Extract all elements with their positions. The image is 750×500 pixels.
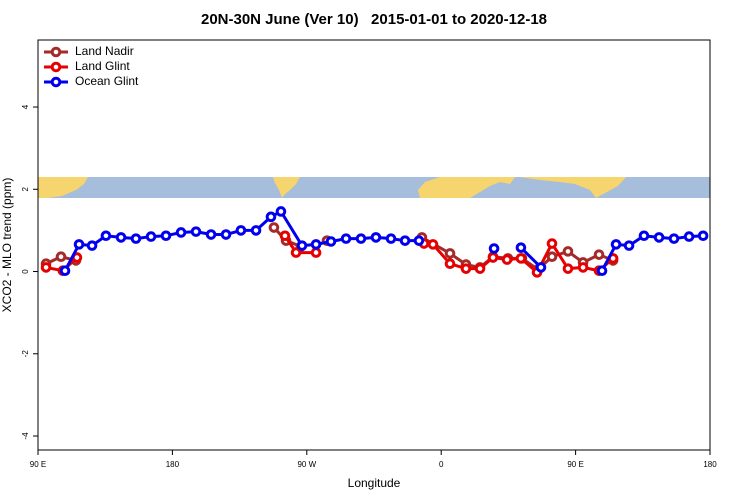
data-point bbox=[355, 233, 367, 244]
data-point bbox=[427, 239, 439, 250]
data-point bbox=[296, 240, 308, 251]
data-point bbox=[115, 232, 127, 243]
data-point bbox=[86, 240, 98, 251]
y-tick-label: -2 bbox=[21, 350, 30, 358]
chart-title: 20N-30N June (Ver 10) 2015-01-01 to 2020… bbox=[201, 11, 547, 28]
data-point bbox=[488, 243, 500, 254]
data-point bbox=[40, 262, 52, 273]
legend-marker bbox=[50, 76, 62, 88]
data-point bbox=[515, 253, 527, 264]
x-tick-label: 90 E bbox=[30, 460, 46, 469]
data-point bbox=[546, 238, 558, 249]
data-point bbox=[460, 263, 472, 274]
data-point bbox=[55, 251, 67, 263]
legend-label: Land Glint bbox=[75, 59, 130, 73]
data-point bbox=[385, 233, 397, 244]
map-strip bbox=[38, 177, 710, 198]
data-point bbox=[279, 230, 291, 242]
land bbox=[520, 177, 626, 198]
data-point bbox=[310, 247, 322, 258]
data-point bbox=[562, 263, 574, 274]
data-point bbox=[59, 265, 71, 277]
data-point bbox=[697, 230, 709, 242]
data-point bbox=[562, 246, 574, 257]
data-point bbox=[474, 263, 486, 274]
data-point bbox=[668, 233, 680, 244]
legend-marker bbox=[50, 61, 62, 73]
data-point bbox=[220, 229, 232, 240]
data-point bbox=[546, 251, 558, 263]
data-point bbox=[683, 231, 695, 242]
data-point bbox=[444, 248, 456, 259]
data-point bbox=[325, 236, 337, 247]
y-tick-label: 2 bbox=[21, 187, 30, 192]
x-tick-label: 180 bbox=[703, 460, 717, 469]
data-point bbox=[638, 230, 650, 242]
data-point bbox=[265, 211, 277, 223]
data-point bbox=[73, 239, 85, 250]
legend-label: Land Nadir bbox=[75, 44, 134, 58]
series-line bbox=[63, 209, 704, 272]
data-point bbox=[413, 235, 425, 246]
x-tick-label: 90 E bbox=[567, 460, 583, 469]
data-point bbox=[487, 252, 499, 263]
data-point bbox=[130, 233, 142, 244]
data-point bbox=[444, 258, 456, 270]
y-axis-label: XCO2 - MLO trend (ppm) bbox=[0, 178, 14, 313]
data-point bbox=[535, 262, 547, 273]
data-point bbox=[310, 239, 322, 250]
data-point bbox=[577, 262, 589, 273]
data-point bbox=[340, 233, 352, 244]
data-point bbox=[623, 240, 635, 251]
data-point bbox=[205, 229, 217, 240]
data-point bbox=[160, 230, 172, 242]
data-point bbox=[235, 225, 247, 236]
data-point bbox=[610, 239, 622, 250]
data-point bbox=[593, 249, 605, 260]
data-point bbox=[399, 235, 411, 246]
y-tick-label: -4 bbox=[21, 432, 30, 440]
legend-label: Ocean Glint bbox=[75, 74, 139, 88]
x-tick-label: 90 W bbox=[297, 460, 316, 469]
plot-frame bbox=[37, 39, 711, 451]
legend-marker bbox=[50, 46, 62, 58]
x-axis-label: Longitude bbox=[348, 476, 401, 490]
land bbox=[38, 177, 88, 198]
data-point bbox=[501, 254, 513, 265]
data-point bbox=[653, 232, 665, 243]
data-point bbox=[290, 247, 302, 258]
y-tick-label: 4 bbox=[21, 104, 30, 109]
data-point bbox=[596, 265, 608, 277]
data-point bbox=[275, 206, 287, 217]
data-point bbox=[100, 230, 112, 242]
x-tick-label: 180 bbox=[166, 460, 180, 469]
land bbox=[273, 177, 300, 198]
data-point bbox=[268, 222, 280, 233]
y-tick-label: 0 bbox=[21, 269, 30, 274]
land bbox=[418, 177, 515, 198]
x-tick-label: 0 bbox=[439, 460, 444, 469]
data-point bbox=[190, 226, 202, 237]
data-point bbox=[370, 232, 382, 243]
data-point bbox=[175, 227, 187, 238]
ocean-band bbox=[38, 177, 710, 198]
data-point bbox=[145, 231, 157, 242]
data-point bbox=[250, 225, 262, 236]
data-point bbox=[515, 242, 527, 253]
